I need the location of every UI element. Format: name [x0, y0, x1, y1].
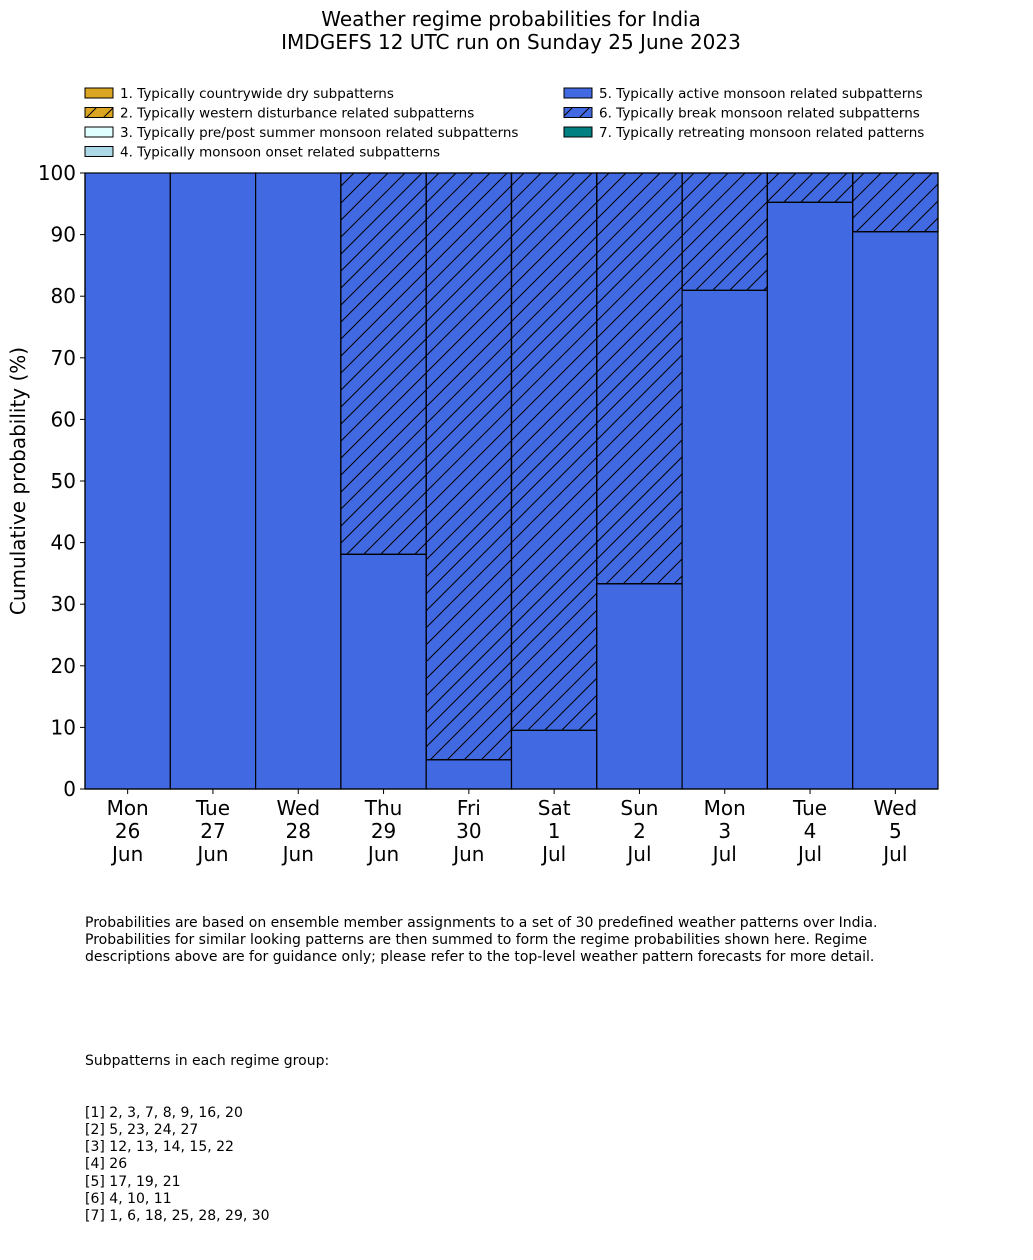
bar-hatch-series-6-3 — [340, 172, 427, 555]
y-tick-label: 50 — [51, 469, 76, 493]
x-tick-label: 29 — [371, 819, 396, 843]
regime-group-3: [3] 12, 13, 14, 15, 22 — [85, 1139, 234, 1156]
x-tick-label: 2 — [633, 819, 646, 843]
chart-subtitle: IMDGEFS 12 UTC run on Sunday 25 June 202… — [281, 30, 741, 54]
x-tick-label: Thu — [364, 796, 403, 820]
chart-title: Weather regime probabilities for India — [321, 7, 701, 31]
x-tick-label: Mon — [704, 796, 746, 820]
x-tick-label: 3 — [718, 819, 731, 843]
bar-segment-series-5-4 — [425, 759, 513, 790]
x-tick-label: 30 — [456, 819, 481, 843]
x-tick-label: 27 — [200, 819, 225, 843]
x-tick-label: Wed — [276, 796, 320, 820]
legend-label-4: 4. Typically monsoon onset related subpa… — [120, 145, 440, 161]
x-tick-label: 1 — [548, 819, 561, 843]
x-tick-label: 4 — [804, 819, 817, 843]
y-tick-label: 60 — [51, 407, 76, 431]
regime-group-4: [4] 26 — [85, 1156, 128, 1173]
legend-label-6: 6. Typically break monsoon related subpa… — [599, 106, 920, 122]
bar-segment-series-5-3 — [340, 553, 427, 790]
x-tick-label: 26 — [115, 819, 140, 843]
y-tick-label: 0 — [63, 777, 76, 801]
legend-label-3: 3. Typically pre/post summer monsoon rel… — [120, 125, 518, 141]
regime-group-2: [2] 5, 23, 24, 27 — [85, 1121, 199, 1138]
legend-swatch-1 — [84, 87, 114, 99]
y-axis-label: Cumulative probability (%) — [6, 347, 30, 615]
legend: 1. Typically countrywide dry subpatterns… — [84, 86, 924, 161]
x-tick-label: Sat — [538, 796, 571, 820]
x-tick-label: Tue — [792, 796, 827, 820]
x-tick-label: Jul — [625, 842, 651, 866]
y-tick-label: 90 — [51, 223, 76, 247]
y-tick-label: 70 — [51, 346, 76, 370]
legend-label-1: 1. Typically countrywide dry subpatterns — [120, 86, 394, 102]
bar-hatch-series-6-7 — [681, 172, 768, 291]
bars — [84, 172, 939, 790]
bar-segment-series-5-9 — [852, 231, 939, 790]
notes: Probabilities are based on ensemble memb… — [85, 880, 877, 1260]
y-tick-label: 80 — [51, 284, 76, 308]
x-tick-label: Fri — [457, 796, 481, 820]
x-tick-label: Jun — [366, 842, 399, 866]
bar-segment-series-5-5 — [510, 729, 598, 790]
regime-group-7: [7] 1, 6, 18, 25, 28, 29, 30 — [85, 1208, 270, 1225]
legend-swatch-3 — [84, 126, 114, 138]
regime-group-1: [1] 2, 3, 7, 8, 9, 16, 20 — [85, 1104, 243, 1121]
bar-hatch-series-6-4 — [425, 172, 513, 761]
x-tick-label: 5 — [889, 819, 902, 843]
x-tick-label: Jul — [881, 842, 907, 866]
regime-group-5: [5] 17, 19, 21 — [85, 1173, 181, 1190]
notes-groups-heading: Subpatterns in each regime group: — [85, 1052, 330, 1069]
x-tick-label: Jul — [796, 842, 822, 866]
legend-label-5: 5. Typically active monsoon related subp… — [599, 86, 923, 102]
legend-label-7: 7. Typically retreating monsoon related … — [599, 125, 924, 141]
y-tick-label: 10 — [51, 715, 76, 739]
x-tick-label: Jun — [281, 842, 314, 866]
legend-swatch-4 — [84, 146, 114, 157]
x-tick-label: Jul — [711, 842, 737, 866]
notes-description: Probabilities are based on ensemble memb… — [85, 914, 878, 966]
y-tick-label: 20 — [51, 654, 76, 678]
x-tick-label: Mon — [107, 796, 149, 820]
chart-svg: Weather regime probabilities for India I… — [6, 7, 939, 866]
x-tick-label: Tue — [195, 796, 230, 820]
x-tick-label: Jun — [451, 842, 484, 866]
bar-segment-series-5-1 — [169, 172, 257, 790]
legend-swatch-7 — [563, 126, 593, 138]
x-tick-label: Sun — [620, 796, 658, 820]
bar-hatch-series-6-5 — [510, 172, 598, 731]
bar-hatch-series-6-6 — [596, 172, 683, 585]
regime-group-6: [6] 4, 10, 11 — [85, 1191, 172, 1208]
bar-segment-series-5-2 — [255, 172, 342, 790]
x-tick-label: Jul — [540, 842, 566, 866]
x-tick-label: Jun — [110, 842, 143, 866]
y-tick-label: 40 — [51, 531, 76, 555]
bar-segment-series-5-8 — [766, 201, 854, 790]
axes: 0102030405060708090100Mon26JunTue27JunWe… — [38, 161, 938, 866]
bar-segment-series-5-6 — [596, 583, 683, 790]
bar-hatch-series-6-8 — [766, 172, 854, 203]
bar-hatch-series-6-9 — [852, 172, 939, 233]
chart-figure: Weather regime probabilities for India I… — [6, 7, 939, 1224]
y-tick-label: 100 — [38, 161, 76, 185]
x-tick-label: 28 — [286, 819, 311, 843]
y-tick-label: 30 — [51, 592, 76, 616]
x-tick-label: Wed — [874, 796, 918, 820]
legend-hatch-6 — [563, 107, 593, 118]
x-tick-label: Jun — [195, 842, 228, 866]
legend-swatch-5 — [563, 87, 593, 99]
legend-hatch-2 — [84, 107, 114, 118]
legend-label-2: 2. Typically western disturbance related… — [120, 106, 474, 122]
bar-segment-series-5-0 — [84, 172, 171, 790]
bar-segment-series-5-7 — [681, 289, 768, 790]
